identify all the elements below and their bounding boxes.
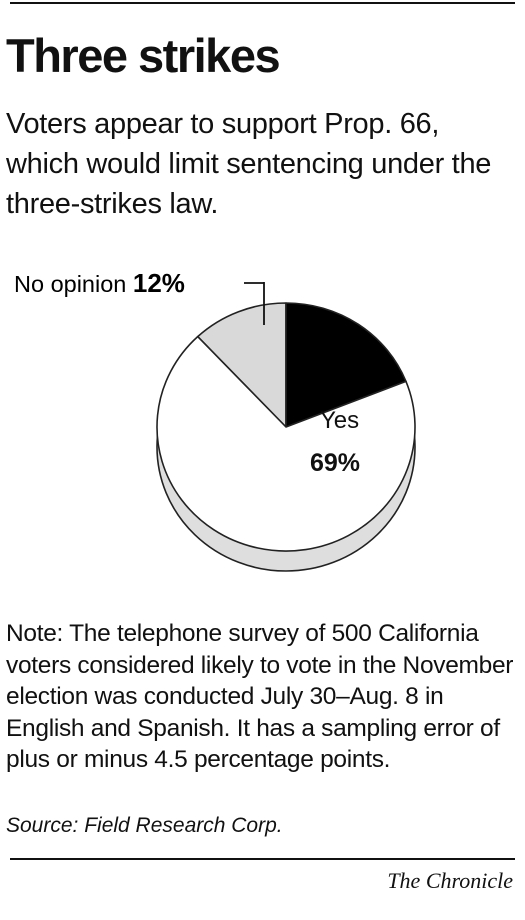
bottom-rule (10, 858, 515, 860)
top-rule (10, 2, 515, 4)
slice-value-yes: 69% (310, 449, 360, 477)
pie-chart: No opinion 12% No 19% Yes 69% (14, 268, 416, 572)
chart-subtitle: Voters appear to support Prop. 66, which… (6, 108, 492, 220)
slice-label-no: No (180, 371, 211, 398)
slice-label-no-opinion: No opinion 12% (14, 268, 185, 298)
no-opinion-value: 12% (133, 268, 185, 298)
slice-label-yes: Yes (320, 407, 359, 434)
pie-slices (156, 302, 416, 552)
pie-slice-yes (156, 335, 416, 552)
publisher-credit: The Chronicle (387, 868, 513, 893)
pie-slice-no (285, 302, 407, 428)
slice-value-no: 19% (180, 405, 230, 433)
chart-title: Three strikes (6, 29, 281, 82)
survey-note: Note: The telephone survey of 500 Califo… (6, 620, 514, 773)
source-line: Source: Field Research Corp. (6, 814, 283, 837)
no-opinion-label: No opinion (14, 271, 126, 297)
pie-slice-no-opinion (196, 302, 287, 428)
